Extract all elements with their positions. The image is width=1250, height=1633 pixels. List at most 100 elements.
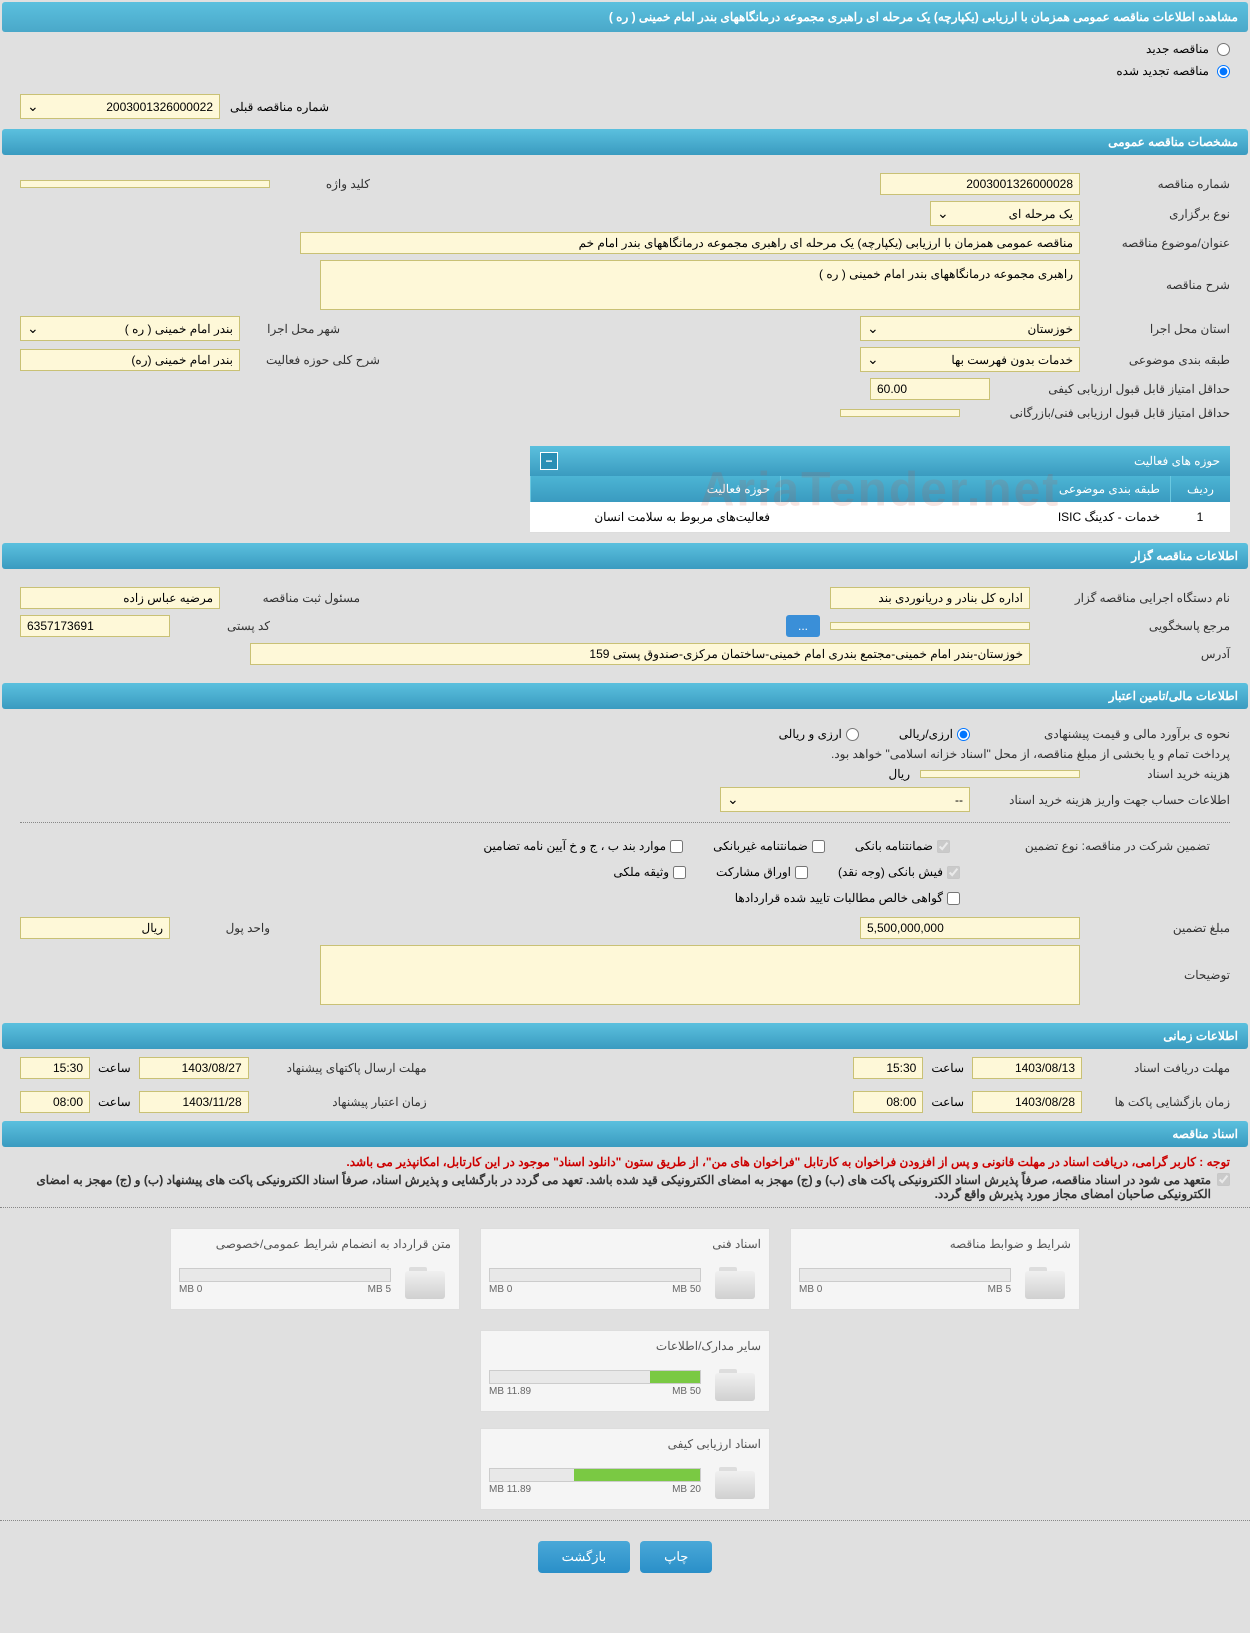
doc-card-quality[interactable]: اسناد ارزیابی کیفی 20 MB11.89 MB (480, 1428, 770, 1510)
doc-card-contract[interactable]: متن قرارداد به انضمام شرایط عمومی/خصوصی … (170, 1228, 460, 1310)
province-select[interactable]: خوزستان (860, 316, 1080, 341)
receive-label: مهلت دریافت اسناد (1090, 1061, 1230, 1075)
section-organizer: اطلاعات مناقصه گزار (2, 543, 1248, 569)
radio-renewed-input[interactable] (1217, 65, 1230, 78)
radio-new-input[interactable] (1217, 43, 1230, 56)
activity-title: حوزه های فعالیت (1134, 454, 1220, 468)
amount-label: مبلغ تضمین (1090, 921, 1230, 935)
back-button[interactable]: بازگشت (538, 1541, 630, 1573)
doc-note2: متعهد می شود در اسناد مناقصه، صرفاً پذیر… (20, 1173, 1211, 1201)
print-button[interactable]: چاپ (640, 1541, 712, 1573)
section-financial: اطلاعات مالی/تامین اعتبار (2, 683, 1248, 709)
subject-label: عنوان/موضوع مناقصه (1090, 236, 1230, 250)
contact-field (830, 622, 1030, 630)
open-label: زمان بازگشایی پاکت ها (1090, 1095, 1230, 1109)
deadline-label: مهلت ارسال پاکتهای پیشنهاد (257, 1061, 427, 1075)
notes-label: توضیحات (1090, 968, 1230, 982)
executive-field: اداره کل بنادر و دریانوردی بند (830, 587, 1030, 609)
section-documents: اسناد مناقصه (2, 1121, 1248, 1147)
doc-card-technical[interactable]: اسناد فنی 50 MB0 MB (480, 1228, 770, 1310)
contact-label: مرجع پاسخگویی (1040, 619, 1230, 633)
radio-renewed-tender[interactable]: مناقصه تجدید شده (1116, 64, 1230, 78)
scope-label: شرح کلی حوزه فعالیت (250, 353, 380, 367)
postal-label: کد پستی (180, 619, 270, 633)
page-title: مشاهده اطلاعات مناقصه عمومی همزمان با ار… (2, 2, 1248, 32)
desc-label: شرح مناقصه (1090, 278, 1230, 292)
open-time-label: ساعت (931, 1095, 964, 1109)
col-row-head: ردیف (1170, 476, 1230, 502)
check-nonbank[interactable]: ضمانتنامه غیربانکی (713, 839, 825, 853)
deadline-time: 15:30 (20, 1057, 90, 1079)
doc-title-3: متن قرارداد به انضمام شرایط عمومی/خصوصی (179, 1237, 451, 1255)
doc-checkbox (1217, 1173, 1230, 1186)
min-tech-label: حداقل امتیاز قابل قبول ارزیابی فنی/بازرگ… (970, 406, 1230, 420)
validity-label: زمان اعتبار پیشنهاد (257, 1095, 427, 1109)
validity-time: 08:00 (20, 1091, 90, 1113)
check-property[interactable]: وثیقه ملکی (613, 865, 686, 879)
radio-currency[interactable]: ارزی و ریالی (779, 727, 859, 741)
prev-tender-label: شماره مناقصه قبلی (230, 100, 329, 114)
deadline-time-label: ساعت (98, 1061, 131, 1075)
doc-card-conditions[interactable]: شرایط و ضوابط مناقصه 5 MB0 MB (790, 1228, 1080, 1310)
table-row: 1 خدمات - کدینگ ISIC فعالیت‌های مربوط به… (530, 502, 1230, 533)
unit-label: واحد پول (180, 921, 270, 935)
desc-field: راهبری مجموعه درمانگاههای بندر امام خمین… (320, 260, 1080, 310)
method-label: نحوه ی برآورد مالی و قیمت پیشنهادی (1010, 727, 1230, 741)
collapse-icon[interactable]: − (540, 452, 558, 470)
folder-icon (711, 1461, 761, 1501)
section-general: مشخصات مناقصه عمومی (2, 129, 1248, 155)
min-tech-field (840, 409, 960, 417)
col-subj-head: طبقه بندی موضوعی (780, 476, 1170, 502)
open-time: 08:00 (853, 1091, 923, 1113)
guarantee-label: تضمین شرکت در مناقصه: نوع تضمین (980, 839, 1210, 853)
address-label: آدرس (1040, 647, 1230, 661)
check-contract-cert[interactable]: گواهی خالص مطالبات تایید شده قراردادها (735, 891, 960, 905)
receive-time: 15:30 (853, 1057, 923, 1079)
row-area: فعالیت‌های مربوط به سلامت انسان (530, 502, 780, 532)
address-field: خوزستان-بندر امام خمینی-مجتمع بندری امام… (250, 643, 1030, 665)
tender-number-label: شماره مناقصه (1090, 177, 1230, 191)
doc-title-4: سایر مدارک/اطلاعات (489, 1339, 761, 1357)
check-bank-receipt[interactable]: فیش بانکی (وجه نقد) (838, 865, 960, 879)
radio-new-tender[interactable]: مناقصه جدید (1146, 42, 1230, 56)
keyword-label: کلید واژه (280, 177, 370, 191)
validity-time-label: ساعت (98, 1095, 131, 1109)
doc-card-other[interactable]: سایر مدارک/اطلاعات 50 MB11.89 MB (480, 1330, 770, 1412)
doc-title-5: اسناد ارزیابی کیفی (489, 1437, 761, 1455)
check-items-b[interactable]: موارد بند ب ، ج و خ آیین نامه تضامین (483, 839, 683, 853)
col-area-head: حوزه فعالیت (530, 476, 780, 502)
radio-new-label: مناقصه جدید (1146, 42, 1209, 56)
radio-renewed-label: مناقصه تجدید شده (1116, 64, 1209, 78)
min-quality-field: 60.00 (870, 378, 990, 400)
unit-field: ریال (20, 917, 170, 939)
doc-cost-field[interactable] (920, 770, 1080, 778)
city-label: شهر محل اجرا (250, 322, 340, 336)
open-date: 1403/08/28 (972, 1091, 1082, 1113)
doc-cost-unit: ریال (888, 767, 910, 781)
row-subj: خدمات - کدینگ ISIC (780, 502, 1170, 532)
folder-icon (711, 1363, 761, 1403)
account-select[interactable]: -- (720, 787, 970, 812)
radio-rial[interactable]: ارزی/ریالی (899, 727, 970, 741)
keyword-field[interactable] (20, 180, 270, 188)
folder-icon (1021, 1261, 1071, 1301)
type-select[interactable]: یک مرحله ای (930, 201, 1080, 226)
postal-field: 6357173691 (20, 615, 170, 637)
check-participation[interactable]: اوراق مشارکت (716, 865, 808, 879)
doc-cost-label: هزینه خرید اسناد (1090, 767, 1230, 781)
amount-field: 5,500,000,000 (860, 917, 1080, 939)
section-timing: اطلاعات زمانی (2, 1023, 1248, 1049)
notes-field[interactable] (320, 945, 1080, 1005)
subject-class-select[interactable]: خدمات بدون فهرست بها (860, 347, 1080, 372)
folder-icon (401, 1261, 451, 1301)
check-bank-guarantee[interactable]: ضمانتنامه بانکی (855, 839, 950, 853)
row-num: 1 (1170, 502, 1230, 532)
subject-class-label: طبقه بندی موضوعی (1090, 353, 1230, 367)
prev-tender-select[interactable]: 2003001326000022 (20, 94, 220, 119)
tender-number-field: 2003001326000028 (880, 173, 1080, 195)
payment-note: پرداخت تمام و یا بخشی از مبلغ مناقصه، از… (831, 747, 1230, 761)
more-button[interactable]: ... (786, 615, 820, 637)
subject-field: مناقصه عمومی همزمان با ارزیابی (یکپارچه)… (300, 232, 1080, 254)
city-select[interactable]: بندر امام خمینی ( ره ) (20, 316, 240, 341)
province-label: استان محل اجرا (1090, 322, 1230, 336)
